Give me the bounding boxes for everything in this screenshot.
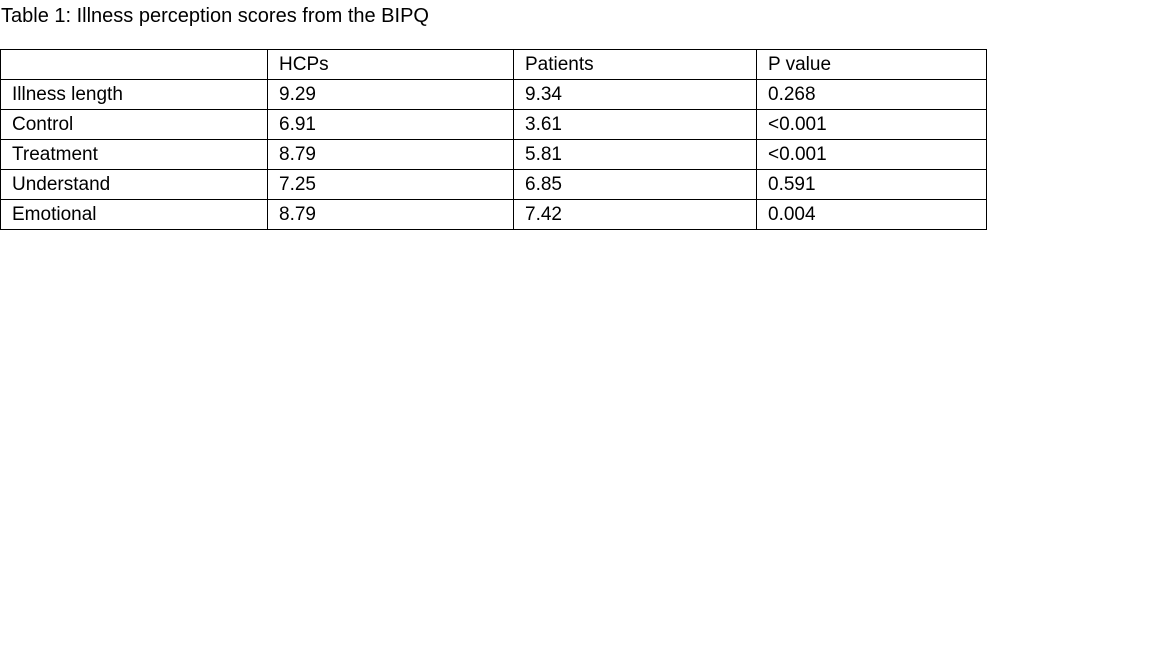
table-row: Emotional 8.79 7.42 0.004: [0, 199, 987, 230]
illness-perception-table: HCPs Patients P value Illness length 9.2…: [0, 49, 987, 230]
row-label: Illness length: [0, 79, 268, 110]
patients-value: 7.42: [513, 199, 757, 230]
hcps-value: 6.91: [267, 109, 514, 140]
patients-value: 9.34: [513, 79, 757, 110]
patients-value: 5.81: [513, 139, 757, 170]
header-cell-patients: Patients: [513, 49, 757, 80]
table-caption: Table 1: Illness perception scores from …: [1, 5, 429, 27]
hcps-value: 8.79: [267, 199, 514, 230]
p-value: 0.268: [756, 79, 987, 110]
table-header-row: HCPs Patients P value: [0, 49, 987, 80]
p-value: 0.591: [756, 169, 987, 200]
table-row: Understand 7.25 6.85 0.591: [0, 169, 987, 200]
hcps-value: 9.29: [267, 79, 514, 110]
p-value: <0.001: [756, 109, 987, 140]
patients-value: 6.85: [513, 169, 757, 200]
table-row: Control 6.91 3.61 <0.001: [0, 109, 987, 140]
table-row: Illness length 9.29 9.34 0.268: [0, 79, 987, 110]
row-label: Emotional: [0, 199, 268, 230]
header-cell-empty: [0, 49, 268, 80]
hcps-value: 8.79: [267, 139, 514, 170]
row-label: Understand: [0, 169, 268, 200]
hcps-value: 7.25: [267, 169, 514, 200]
p-value: <0.001: [756, 139, 987, 170]
row-label: Treatment: [0, 139, 268, 170]
header-cell-p-value: P value: [756, 49, 987, 80]
header-cell-hcps: HCPs: [267, 49, 514, 80]
table-row: Treatment 8.79 5.81 <0.001: [0, 139, 987, 170]
row-label: Control: [0, 109, 268, 140]
p-value: 0.004: [756, 199, 987, 230]
patients-value: 3.61: [513, 109, 757, 140]
